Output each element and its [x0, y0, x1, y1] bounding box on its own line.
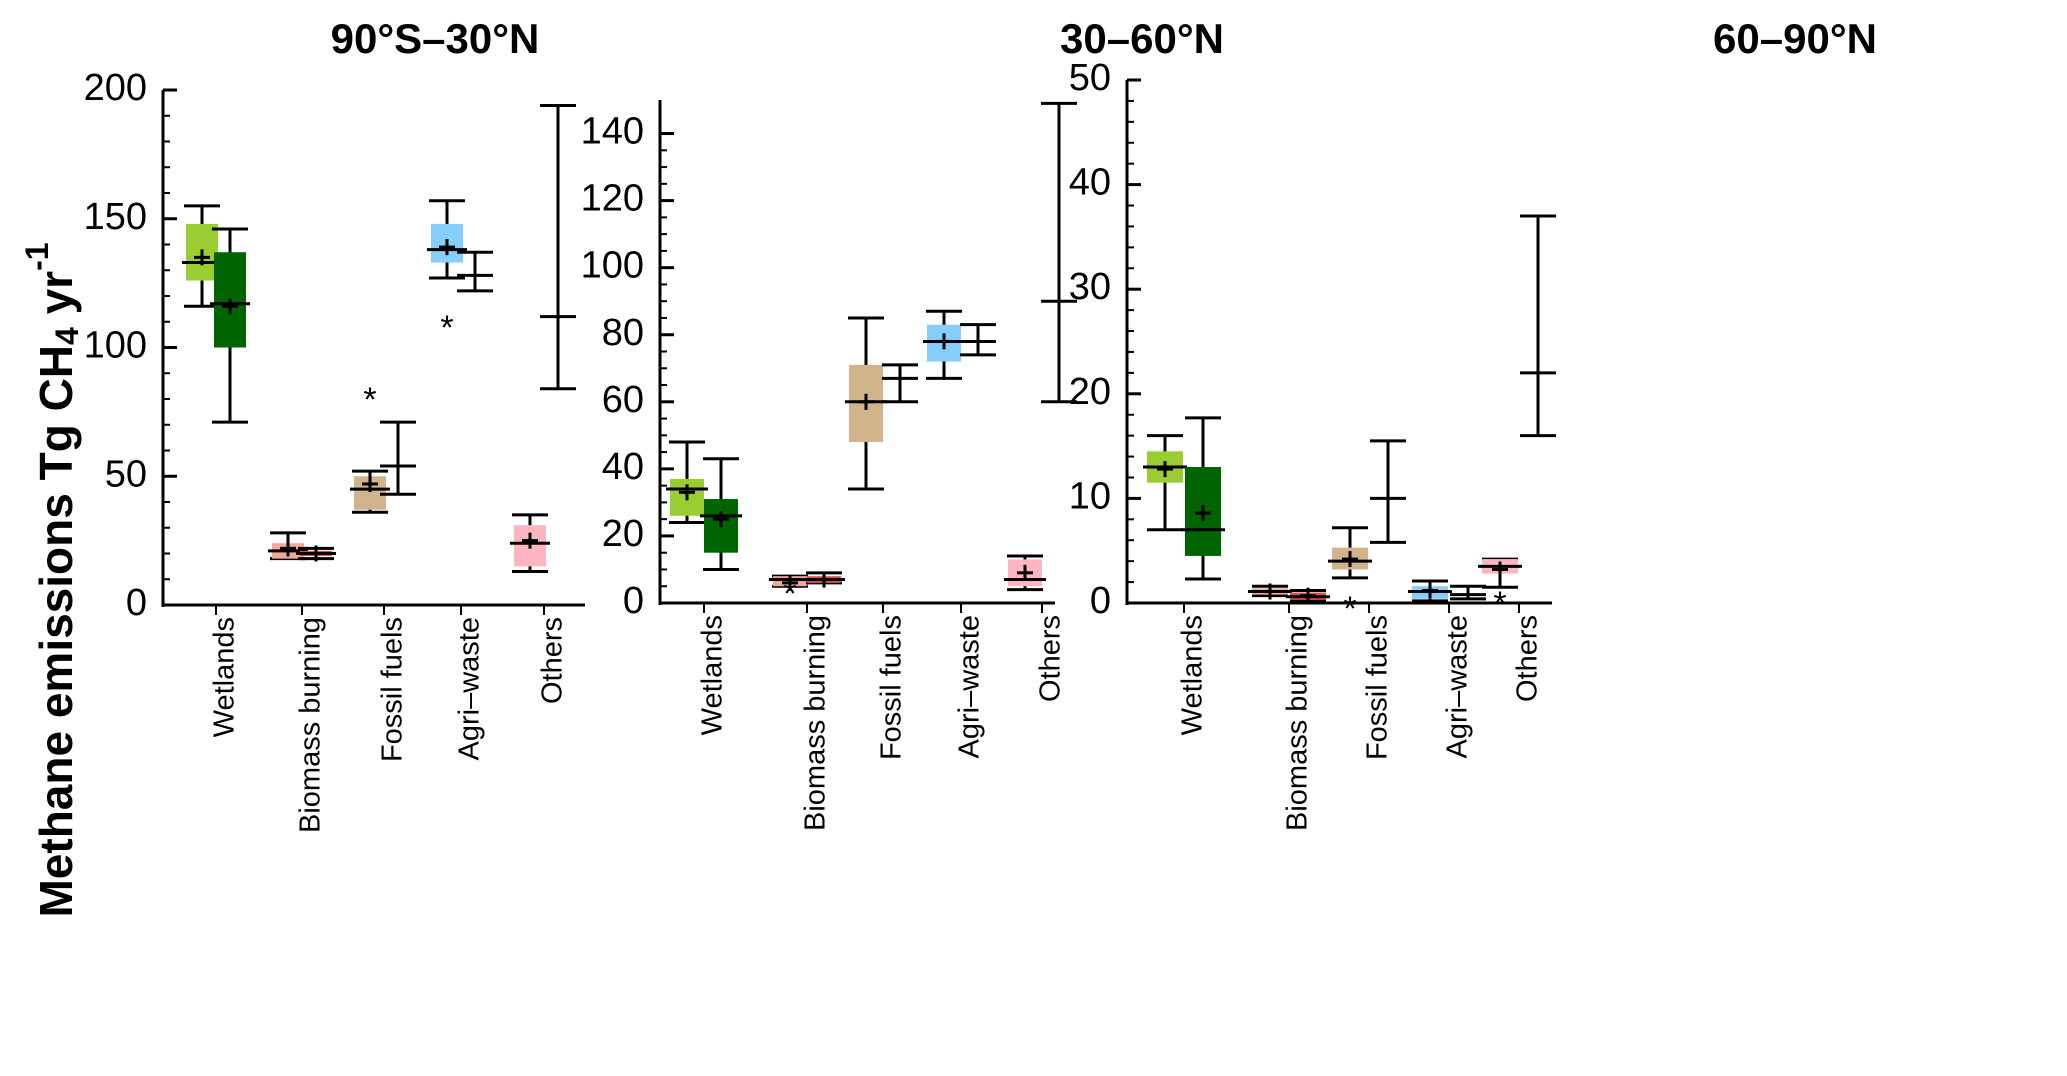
y-axis-label-sub: 4: [49, 327, 85, 345]
panel-title: 90°S–30°N: [331, 15, 540, 62]
fossil-fuels-primary-outlier: *: [1343, 590, 1356, 628]
x-tick-label: Wetlands: [697, 615, 729, 735]
x-tick-label: Others: [1035, 615, 1067, 702]
x-tick-label: Agri–waste: [454, 617, 486, 760]
fossil-fuels-primary-outlier: *: [363, 381, 376, 419]
y-tick-label: 20: [1069, 371, 1111, 413]
x-tick-label: Others: [1512, 615, 1544, 702]
y-axis-label-sup: -1: [19, 242, 55, 270]
x-tick-label: Wetlands: [1177, 615, 1209, 735]
others-primary-outlier: *: [1493, 585, 1506, 623]
x-tick-label: Biomass burning: [1282, 615, 1314, 831]
y-tick-label: 60: [602, 379, 644, 421]
x-tick-label: Fossil fuels: [1362, 615, 1394, 760]
y-tick-label: 0: [126, 582, 147, 624]
x-tick-label: Fossil fuels: [377, 617, 409, 762]
y-axis-label-tail: yr: [30, 271, 82, 327]
y-tick-label: 80: [602, 312, 644, 354]
y-axis-label: Methane emissions Tg CH4 yr-1: [19, 242, 85, 917]
y-tick-label: 10: [1069, 475, 1111, 517]
x-tick-label: Fossil fuels: [876, 615, 908, 760]
y-tick-label: 0: [1090, 580, 1111, 622]
agri-waste-primary-outlier: *: [440, 309, 453, 347]
x-tick-label: Agri–waste: [954, 615, 986, 758]
y-tick-label: 40: [1069, 162, 1111, 204]
y-tick-label: 20: [602, 513, 644, 555]
y-tick-label: 100: [581, 245, 644, 287]
y-tick-label: 0: [623, 580, 644, 622]
y-tick-label: 50: [1069, 57, 1111, 99]
panel-60n-90n: 60–90°N 0 10 20 30 40 50 Wetlands Biomass burni…: [1069, 15, 1877, 831]
panel-90s-30n: 90°S–30°N 0 50 100 150 200 Wetlands Biomass bu…: [84, 15, 585, 833]
x-tick-label: Biomass burning: [800, 615, 832, 831]
y-tick-label: 200: [84, 67, 147, 109]
x-tick-label: Others: [537, 617, 569, 704]
biomass-burning-primary-outlier: *: [783, 575, 796, 613]
x-tick-label: Biomass burning: [295, 617, 327, 833]
y-tick-label: 100: [84, 325, 147, 367]
y-axis-label-main: Methane emissions Tg CH: [30, 345, 82, 918]
y-tick-label: 150: [84, 196, 147, 238]
x-tick-label: Wetlands: [209, 617, 241, 737]
y-tick-label: 40: [602, 446, 644, 488]
y-tick-label: 120: [581, 178, 644, 220]
y-tick-label: 30: [1069, 266, 1111, 308]
y-tick-label: 140: [581, 111, 644, 153]
panel-title: 30–60°N: [1060, 15, 1224, 62]
panel-title: 60–90°N: [1713, 15, 1877, 62]
y-tick-label: 50: [105, 453, 147, 495]
x-tick-label: Agri–waste: [1442, 615, 1474, 758]
